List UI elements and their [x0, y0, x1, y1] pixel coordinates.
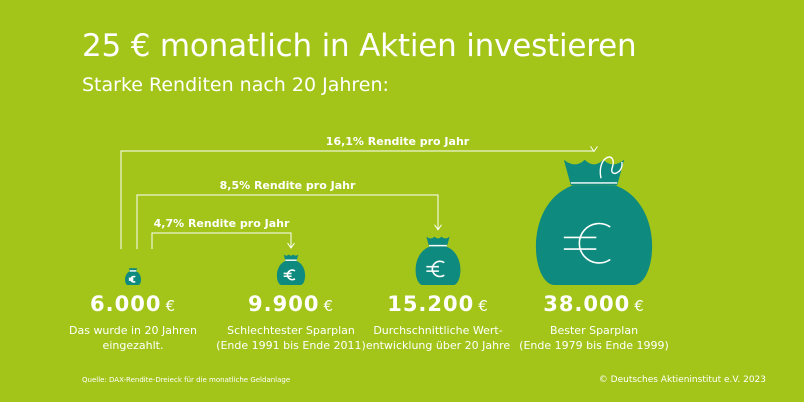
- description-line: (Ende 1991 bis Ende 2011): [216, 339, 366, 352]
- euro-icon: [286, 269, 296, 281]
- page-subtitle: Starke Renditen nach 20 Jahren:: [82, 74, 389, 96]
- money-bag-icon: [415, 246, 461, 285]
- arrow-head-icon: [287, 242, 295, 249]
- amount-text: 15.200: [387, 292, 475, 316]
- description-line: Bester Sparplan: [549, 324, 639, 337]
- amount-text: 9.900: [248, 292, 320, 316]
- annotation-arrow-1: [136, 194, 439, 249]
- money-bag-0: [124, 267, 142, 285]
- copyright-note: © Deutsches Aktieninstitut e.V. 2023: [598, 375, 766, 385]
- euro-icon-bars: [128, 277, 134, 281]
- page-title: 25 € monatlich in Aktien investieren: [82, 28, 637, 64]
- annotation-arrows: [120, 146, 598, 249]
- description-line: Das wurde in 20 Jahren: [69, 324, 197, 337]
- amount-text: 6.000: [90, 292, 162, 316]
- value-description-0: Das wurde in 20 Jahren eingezahlt.: [23, 323, 243, 353]
- money-bag-icon: [535, 185, 653, 285]
- money-bag-3: [535, 156, 653, 285]
- money-bag-1: [276, 254, 306, 285]
- description-line: (Ende 1979 bis Ende 1999): [519, 339, 669, 352]
- value-amount-1: 9.900 €: [181, 291, 401, 319]
- source-note: Quelle: DAX-Rendite-Dreieck für die mona…: [82, 376, 291, 384]
- money-bag-neck: [283, 254, 299, 261]
- arrow-head-icon: [434, 224, 442, 231]
- annotation-label-2: 16,1% Rendite pro Jahr: [325, 135, 470, 148]
- money-bag-ribbon: [599, 156, 623, 179]
- value-description-3: Bester Sparplan (Ende 1979 bis Ende 1999): [484, 323, 704, 353]
- arrow-head-icon: [590, 146, 598, 153]
- value-column-2: 15.200 € Durchschnittliche Wert-entwicklu…: [328, 291, 548, 353]
- annotation-label-0: 4,7% Rendite pro Jahr: [153, 217, 290, 230]
- value-amount-3: 38.000 €: [484, 291, 704, 319]
- amount-text: 38.000: [543, 292, 631, 316]
- value-column-1: 9.900 € Schlechtester Sparplan (Ende 1991 …: [181, 291, 401, 353]
- annotation-label-1: 8,5% Rendite pro Jahr: [219, 179, 356, 192]
- money-bag-neck: [563, 159, 625, 186]
- euro-icon-bars: [283, 272, 292, 278]
- euro-icon-bars: [426, 265, 439, 272]
- euro-icon-bars: [563, 236, 597, 250]
- value-amount-2: 15.200 €: [328, 291, 548, 319]
- annotation-arrow-2: [120, 150, 595, 249]
- money-bag-2: [415, 236, 461, 285]
- currency-text: €: [323, 297, 334, 315]
- currency-text: €: [634, 297, 645, 315]
- description-line: Schlechtester Sparplan: [227, 324, 355, 337]
- money-bags: [124, 156, 653, 285]
- value-description-2: Durchschnittliche Wert-entwicklung über …: [328, 323, 548, 353]
- currency-text: €: [165, 297, 176, 315]
- currency-text: €: [478, 297, 489, 315]
- euro-icon: [431, 260, 445, 278]
- value-column-3: 38.000 € Bester Sparplan (Ende 1979 bis En…: [484, 291, 704, 353]
- description-line: Durchschnittliche Wert-: [373, 324, 503, 337]
- euro-icon: [578, 222, 611, 264]
- money-bag-neck: [426, 236, 450, 247]
- value-description-1: Schlechtester Sparplan (Ende 1991 bis End…: [181, 323, 401, 353]
- annotation-arrow-0: [151, 232, 292, 249]
- value-column-0: 6.000 € Das wurde in 20 Jahren eingezahlt.: [23, 291, 243, 353]
- description-line: entwicklung über 20 Jahre: [365, 339, 511, 352]
- description-line: eingezahlt.: [102, 339, 164, 352]
- value-amount-0: 6.000 €: [23, 291, 243, 319]
